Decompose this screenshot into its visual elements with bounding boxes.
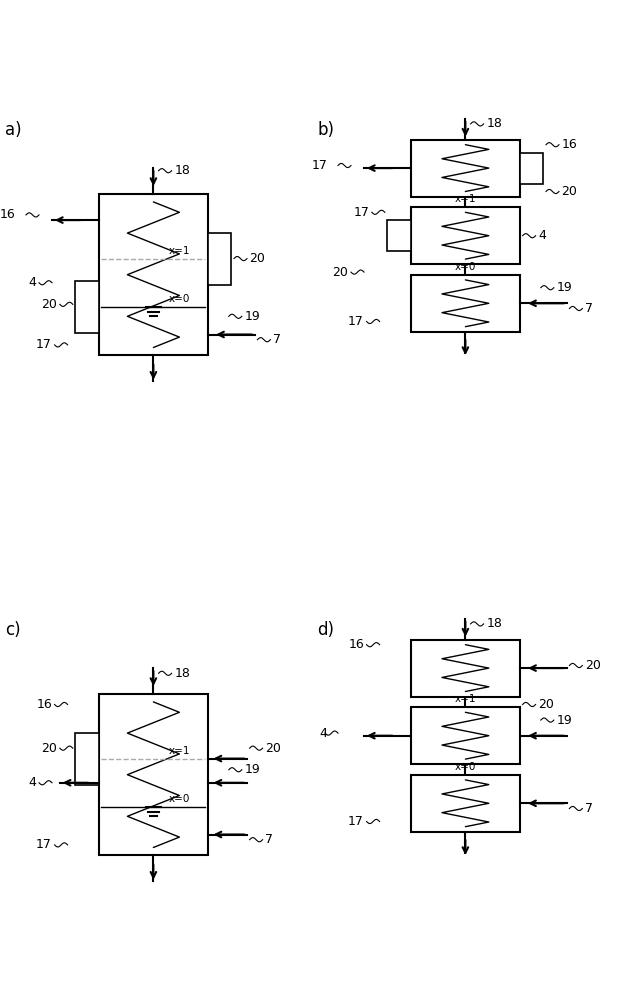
Text: x=0: x=0 xyxy=(169,794,190,804)
Bar xyxy=(411,139,520,197)
Text: 18: 18 xyxy=(486,117,502,130)
Text: 20: 20 xyxy=(250,252,265,265)
Text: 4: 4 xyxy=(29,276,36,289)
Bar xyxy=(76,281,99,333)
Text: 20: 20 xyxy=(562,185,577,198)
Text: 18: 18 xyxy=(174,164,190,177)
Text: 17: 17 xyxy=(353,206,369,219)
Text: 17: 17 xyxy=(312,159,328,172)
Text: x=0: x=0 xyxy=(455,262,476,272)
Text: 17: 17 xyxy=(36,338,52,351)
Text: a): a) xyxy=(5,121,22,139)
Text: 4: 4 xyxy=(29,776,36,789)
Text: 7: 7 xyxy=(585,302,593,315)
Text: 20: 20 xyxy=(265,742,281,755)
Text: 19: 19 xyxy=(557,281,572,294)
Text: 16: 16 xyxy=(348,638,364,651)
Text: x=0: x=0 xyxy=(169,294,190,304)
Bar xyxy=(411,275,520,332)
Text: x=1: x=1 xyxy=(169,746,190,756)
Text: 18: 18 xyxy=(174,667,190,680)
Text: x=1: x=1 xyxy=(455,694,476,704)
Text: 4: 4 xyxy=(319,727,328,740)
Text: 20: 20 xyxy=(333,266,348,279)
Text: 7: 7 xyxy=(273,333,281,346)
Text: b): b) xyxy=(317,121,334,139)
Text: 4: 4 xyxy=(538,229,546,242)
Text: x=0: x=0 xyxy=(455,762,476,772)
Bar xyxy=(76,733,99,785)
Bar xyxy=(411,640,520,697)
Text: 17: 17 xyxy=(348,315,364,328)
Text: 20: 20 xyxy=(41,742,57,755)
Text: d): d) xyxy=(317,621,334,639)
Bar xyxy=(411,707,520,764)
Bar xyxy=(520,152,544,184)
Bar xyxy=(388,220,411,251)
Text: 18: 18 xyxy=(486,617,502,630)
Text: 20: 20 xyxy=(538,698,554,711)
Bar xyxy=(411,207,520,264)
Text: 20: 20 xyxy=(585,659,601,672)
Text: 16: 16 xyxy=(562,138,577,151)
Text: 16: 16 xyxy=(0,208,16,221)
Text: x=1: x=1 xyxy=(169,246,190,256)
Text: 19: 19 xyxy=(245,310,260,323)
Text: 16: 16 xyxy=(36,698,52,711)
Bar xyxy=(99,194,208,355)
Text: c): c) xyxy=(5,621,21,639)
Bar xyxy=(208,233,232,285)
Bar xyxy=(99,694,208,855)
Text: 17: 17 xyxy=(348,815,364,828)
Text: 7: 7 xyxy=(585,802,593,815)
Text: 20: 20 xyxy=(41,298,57,311)
Text: 17: 17 xyxy=(36,838,52,851)
Text: 19: 19 xyxy=(245,763,260,776)
Text: x=1: x=1 xyxy=(455,194,476,205)
Text: 7: 7 xyxy=(265,833,273,846)
Bar xyxy=(411,775,520,832)
Text: 19: 19 xyxy=(557,714,572,727)
